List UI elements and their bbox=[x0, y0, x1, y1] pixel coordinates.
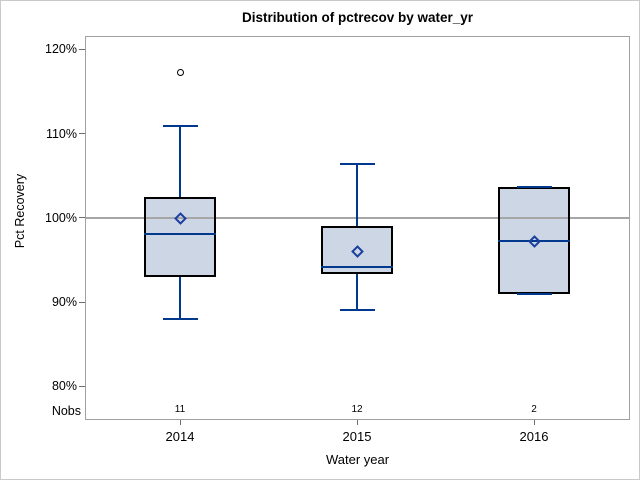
x-tick-label: 2014 bbox=[165, 429, 195, 444]
median-line bbox=[498, 240, 570, 243]
x-axis-tick bbox=[179, 420, 181, 425]
y-tick-label: 90% bbox=[51, 295, 77, 310]
y-tick-label: 80% bbox=[51, 379, 77, 394]
upper-whisker-cap bbox=[516, 186, 552, 189]
upper-whisker-line bbox=[179, 125, 181, 197]
y-tick-label: 120% bbox=[45, 42, 77, 57]
nobs-value: 12 bbox=[351, 404, 363, 415]
median-line bbox=[144, 232, 216, 235]
x-axis-tick bbox=[533, 420, 535, 425]
box-fill bbox=[144, 196, 216, 277]
x-tick-label: 2016 bbox=[519, 429, 549, 444]
box-outline bbox=[321, 226, 393, 275]
box-outline bbox=[144, 196, 216, 277]
upper-whisker-cap bbox=[162, 124, 198, 127]
upper-whisker-line bbox=[356, 163, 358, 227]
chart-title: Distribution of pctrecov by water_yr bbox=[241, 10, 474, 25]
x-tick-label: 2015 bbox=[342, 429, 372, 444]
upper-whisker-cap bbox=[339, 162, 375, 165]
lower-whisker-cap bbox=[339, 308, 375, 311]
y-axis-tick bbox=[79, 48, 85, 50]
median-line bbox=[321, 265, 393, 268]
y-tick-label: 100% bbox=[45, 210, 77, 225]
y-axis-title: Pct Recovery bbox=[13, 173, 27, 249]
nobs-value: 2 bbox=[531, 404, 537, 415]
nobs-value: 11 bbox=[174, 404, 186, 415]
nobs-row-label: Nobs bbox=[51, 404, 81, 418]
lower-whisker-line bbox=[179, 276, 181, 319]
x-axis-tick bbox=[356, 420, 358, 425]
plot-frame bbox=[85, 36, 630, 420]
x-axis-title: Water year bbox=[325, 452, 390, 467]
lower-whisker-line bbox=[356, 274, 358, 310]
y-axis-tick bbox=[79, 385, 85, 387]
lower-whisker-cap bbox=[162, 317, 198, 320]
y-axis-tick bbox=[79, 133, 85, 135]
y-axis-tick bbox=[79, 301, 85, 303]
y-tick-label: 110% bbox=[45, 126, 77, 141]
outlier-circle-marker bbox=[176, 69, 184, 77]
y-axis-tick bbox=[79, 217, 85, 219]
lower-whisker-cap bbox=[516, 293, 552, 296]
